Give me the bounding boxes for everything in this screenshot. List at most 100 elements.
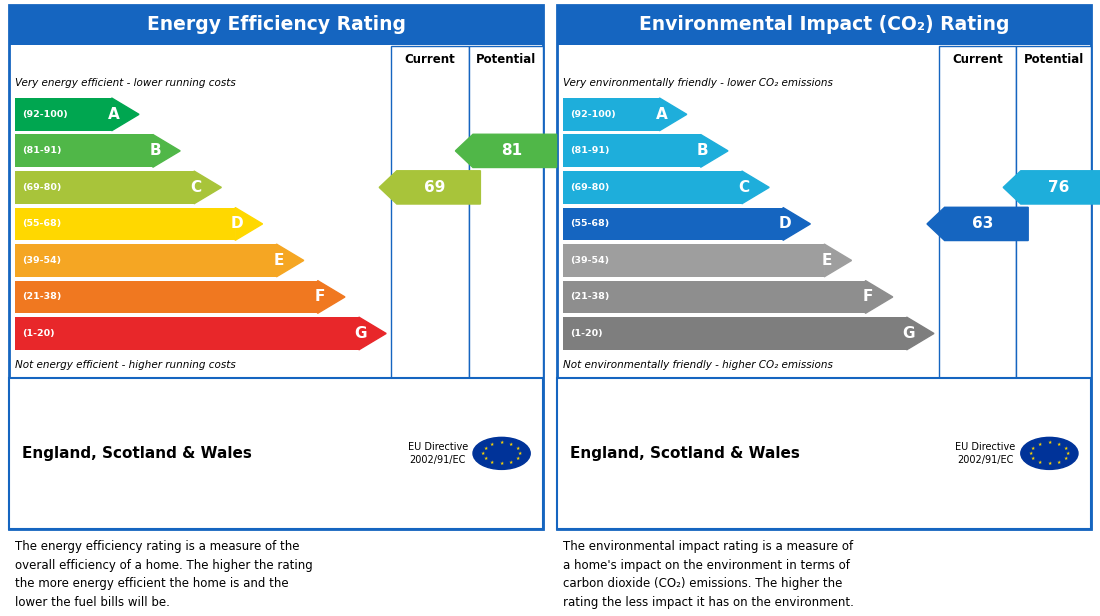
Text: Potential: Potential — [476, 52, 536, 66]
Text: ★: ★ — [509, 442, 513, 447]
Text: ★: ★ — [1038, 442, 1042, 447]
Polygon shape — [701, 134, 728, 168]
Bar — [563, 317, 906, 350]
Text: ★: ★ — [1064, 456, 1068, 461]
Polygon shape — [194, 171, 221, 204]
Text: ★: ★ — [1031, 445, 1035, 451]
Text: Energy Efficiency Rating: Energy Efficiency Rating — [146, 15, 406, 34]
Text: ★: ★ — [1047, 440, 1052, 445]
Text: C: C — [190, 180, 201, 195]
Text: Not environmentally friendly - higher CO₂ emissions: Not environmentally friendly - higher CO… — [563, 360, 833, 370]
Text: Very environmentally friendly - lower CO₂ emissions: Very environmentally friendly - lower CO… — [563, 78, 833, 88]
Text: ★: ★ — [1057, 442, 1060, 447]
Text: ★: ★ — [1031, 456, 1035, 461]
Text: Not energy efficient - higher running costs: Not energy efficient - higher running co… — [15, 360, 236, 370]
Bar — [15, 98, 111, 131]
Bar — [15, 171, 194, 204]
Polygon shape — [927, 207, 1028, 240]
Polygon shape — [741, 171, 769, 204]
Bar — [563, 244, 824, 277]
Text: E: E — [274, 253, 284, 268]
Bar — [938, 46, 1016, 529]
Bar — [390, 46, 469, 529]
Text: F: F — [862, 290, 872, 304]
Text: EU Directive: EU Directive — [408, 442, 468, 452]
Text: ★: ★ — [483, 456, 487, 461]
Text: A: A — [656, 107, 668, 122]
Bar — [9, 5, 543, 529]
Bar — [469, 46, 543, 529]
Polygon shape — [906, 317, 934, 350]
Circle shape — [473, 437, 530, 469]
Bar — [9, 378, 543, 529]
Text: ★: ★ — [516, 445, 520, 451]
Text: ★: ★ — [483, 445, 487, 451]
Bar — [557, 5, 1091, 45]
Bar — [557, 5, 1091, 529]
Text: ★: ★ — [1028, 451, 1033, 456]
Bar — [563, 98, 659, 131]
Text: (81-91): (81-91) — [570, 147, 609, 155]
Text: D: D — [231, 216, 244, 232]
Text: ★: ★ — [509, 460, 513, 465]
Text: F: F — [315, 290, 324, 304]
Polygon shape — [824, 244, 851, 277]
Bar — [15, 208, 235, 240]
Polygon shape — [866, 280, 893, 314]
Polygon shape — [1003, 171, 1100, 204]
Text: (21-38): (21-38) — [570, 293, 609, 301]
Polygon shape — [276, 244, 304, 277]
Bar — [15, 280, 318, 314]
Text: (92-100): (92-100) — [22, 110, 68, 119]
Polygon shape — [359, 317, 386, 350]
Text: C: C — [738, 180, 749, 195]
Text: 69: 69 — [425, 180, 446, 195]
Text: Environmental Impact (CO₂) Rating: Environmental Impact (CO₂) Rating — [639, 15, 1009, 34]
Bar — [9, 5, 543, 45]
Text: G: G — [354, 326, 367, 341]
Bar — [1016, 46, 1091, 529]
Text: G: G — [902, 326, 915, 341]
Text: ★: ★ — [518, 451, 522, 456]
Text: D: D — [779, 216, 792, 232]
Bar — [15, 244, 276, 277]
Polygon shape — [235, 208, 263, 240]
Text: The energy efficiency rating is a measure of the
overall efficiency of a home. T: The energy efficiency rating is a measur… — [15, 540, 313, 609]
Text: (39-54): (39-54) — [570, 256, 609, 265]
Text: (39-54): (39-54) — [22, 256, 62, 265]
Text: E: E — [822, 253, 832, 268]
Text: B: B — [150, 144, 161, 158]
Text: ★: ★ — [491, 442, 494, 447]
Text: (92-100): (92-100) — [570, 110, 616, 119]
Bar — [15, 317, 359, 350]
Text: ★: ★ — [499, 461, 504, 466]
Text: (21-38): (21-38) — [22, 293, 62, 301]
Polygon shape — [111, 98, 139, 131]
Text: 2002/91/EC: 2002/91/EC — [409, 455, 466, 465]
Text: ★: ★ — [1064, 445, 1068, 451]
Text: (69-80): (69-80) — [22, 183, 62, 192]
Bar — [563, 280, 866, 314]
Text: 63: 63 — [972, 216, 993, 232]
Text: (81-91): (81-91) — [22, 147, 62, 155]
Polygon shape — [153, 134, 180, 168]
Text: Very energy efficient - lower running costs: Very energy efficient - lower running co… — [15, 78, 236, 88]
Bar — [563, 134, 701, 168]
Text: ★: ★ — [1066, 451, 1070, 456]
Text: EU Directive: EU Directive — [956, 442, 1015, 452]
Bar — [563, 208, 783, 240]
Polygon shape — [379, 171, 481, 204]
Text: (69-80): (69-80) — [570, 183, 609, 192]
Text: ★: ★ — [516, 456, 520, 461]
Text: ★: ★ — [1047, 461, 1052, 466]
Circle shape — [1021, 437, 1078, 469]
Text: 81: 81 — [500, 144, 521, 158]
Text: ★: ★ — [481, 451, 485, 456]
Text: (55-68): (55-68) — [22, 219, 62, 229]
Text: 2002/91/EC: 2002/91/EC — [957, 455, 1014, 465]
Polygon shape — [455, 134, 557, 168]
Text: 76: 76 — [1048, 180, 1069, 195]
Polygon shape — [318, 280, 345, 314]
Bar — [15, 134, 153, 168]
Text: England, Scotland & Wales: England, Scotland & Wales — [22, 446, 252, 461]
